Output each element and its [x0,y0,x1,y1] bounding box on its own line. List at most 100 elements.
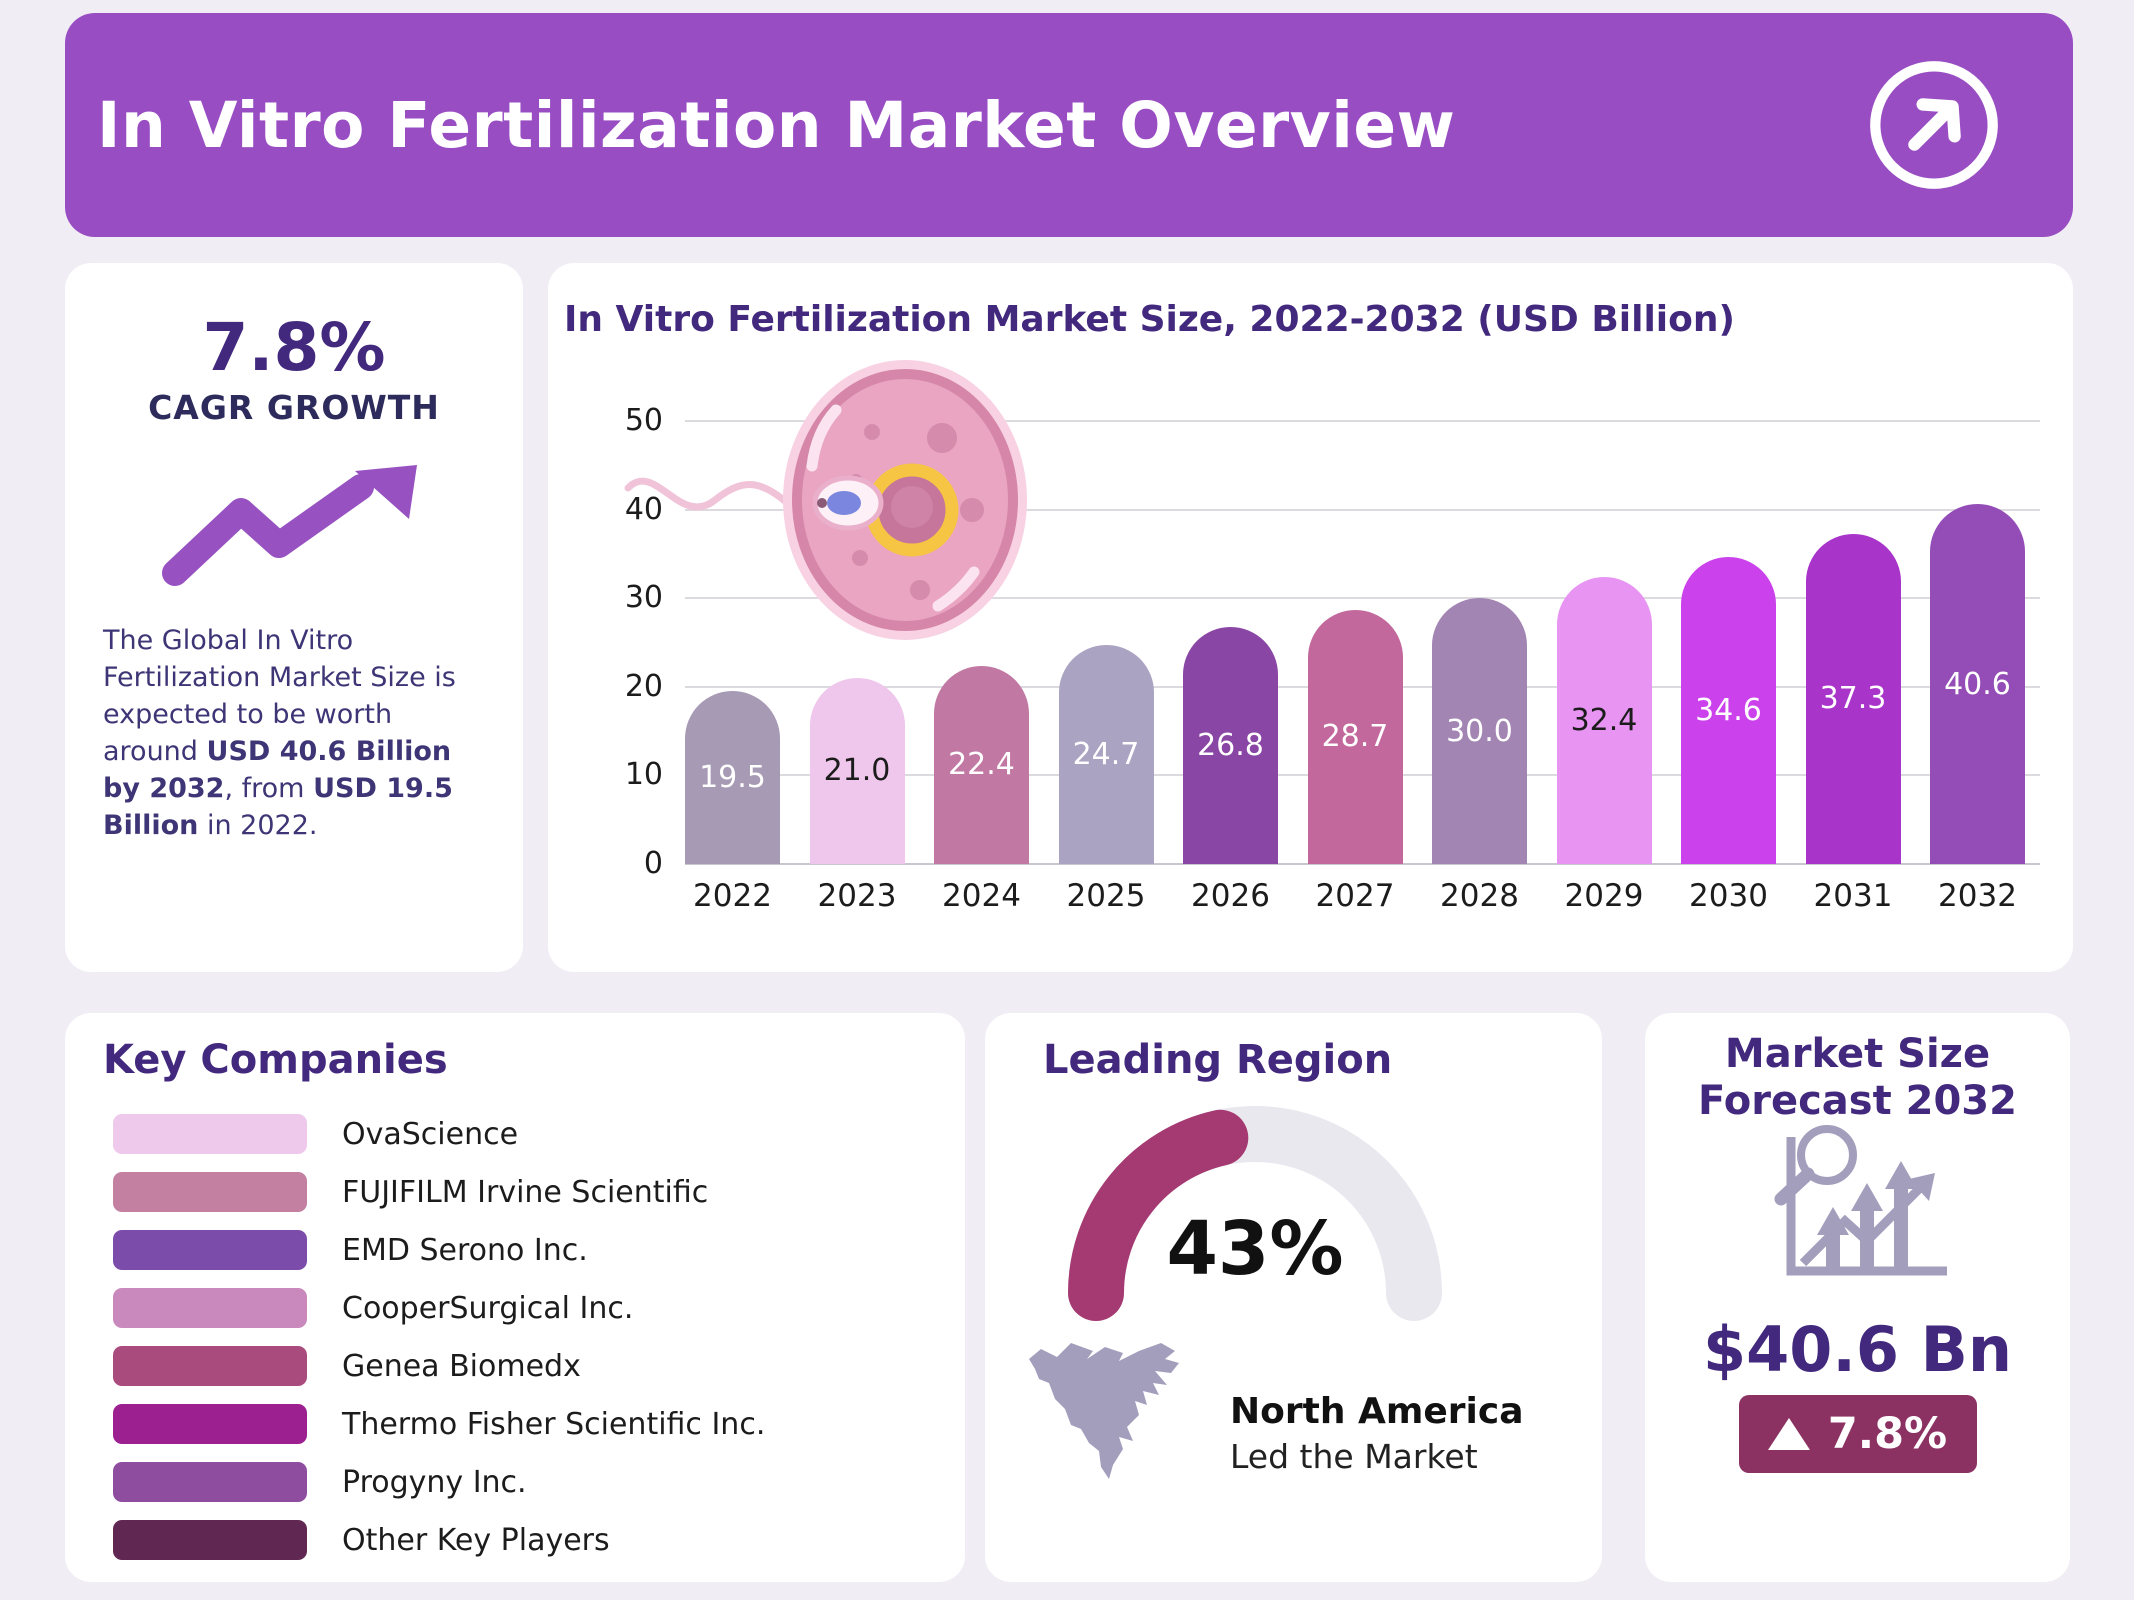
cagr-description-bold: USD 19.5 Billion [103,772,453,841]
gridline-40 [685,508,2040,511]
chart-bar-2029: 32.4 [1556,576,1652,864]
company-row: Thermo Fisher Scientific Inc. [113,1395,941,1453]
company-name: CooperSurgical Inc. [342,1290,634,1326]
up-triangle-icon [1767,1418,1810,1450]
leading-region-card: Leading Region 43% North America Led the… [985,1013,1602,1582]
y-tick-label: 40 [624,491,663,527]
x-tick-label: 2029 [1564,878,1644,914]
key-companies-card: Key Companies OvaScience FUJIFILM Irvine … [65,1013,965,1582]
bar-value-label: 40.6 [1944,666,2011,702]
bar-value-label: 37.3 [1819,681,1887,717]
bar-value-label: 30.0 [1446,713,1513,749]
company-name: Progyny Inc. [342,1464,527,1500]
y-tick-label: 0 [643,846,663,881]
leading-region-title: Leading Region [1043,1037,1393,1083]
company-name: Thermo Fisher Scientific Inc. [342,1406,766,1442]
cagr-description: The Global In Vitro Fertilization Market… [103,623,485,845]
egg-cell-and-sperm-illustration [624,360,1027,640]
company-color-swatch [113,1172,307,1212]
x-tick-label: 2024 [942,878,1021,914]
bar-value-label: 19.5 [699,760,766,796]
company-color-swatch [113,1520,307,1560]
gridline-50 [685,420,2040,422]
page-title: In Vitro Fertilization Market Overview [97,88,1456,162]
key-companies-list: OvaScience FUJIFILM Irvine Scientific EMD … [113,1105,941,1569]
chart-bar-2023: 21.0 [809,677,905,864]
gridline-0 [685,863,2040,865]
cagr-label: CAGR GROWTH [148,388,440,427]
x-tick-label: 2032 [1938,878,2017,914]
bar-value-label: 26.8 [1197,727,1264,763]
company-row: EMD Serono Inc. [113,1221,941,1279]
chart-bar-2022: 19.5 [685,691,780,864]
company-color-swatch [113,1288,307,1328]
x-tick-label: 2025 [1066,878,1146,914]
chart-bar-2024: 22.4 [934,665,1029,864]
growth-badge-value: 7.8% [1827,1409,1948,1459]
bar-value-label: 34.6 [1695,693,1762,729]
cagr-card: 7.8% CAGR GROWTH The Global In Vitro Fer… [65,263,523,972]
chart-plot: 0 10 20 30 40 50 19.5 2022 21.0 2023 22.4 2024 24.7 2… [625,403,2040,914]
company-name: EMD Serono Inc. [342,1232,588,1268]
bar-value-label: 24.7 [1072,737,1140,773]
cagr-value: 7.8% [202,309,386,386]
y-tick-label: 50 [624,403,663,438]
chart-bar-2027: 28.7 [1307,609,1403,864]
y-tick-label: 30 [624,580,663,616]
chart-title: In Vitro Fertilization Market Size, 2022… [564,299,1735,340]
growth-badge: 7.8% [1738,1395,1977,1473]
cagr-description-text: in 2022. [198,809,318,841]
arrow-up-right-circle-icon [1870,61,1998,189]
key-companies-title: Key Companies [103,1037,448,1083]
company-row: CooperSurgical Inc. [113,1279,941,1337]
cagr-description-bold: USD 40.6 Billion by 2032 [103,735,452,804]
chart-bar-2032: 40.6 [1930,504,2025,864]
company-row: Progyny Inc. [113,1453,941,1511]
leading-region-subtitle: Led the Market [1230,1437,1478,1476]
company-color-swatch [113,1346,307,1386]
company-row: Genea Biomedx [113,1337,941,1395]
header-banner: In Vitro Fertilization Market Overview [65,13,2073,237]
company-name: Genea Biomedx [342,1348,581,1384]
bar-value-label: 22.4 [948,747,1015,783]
magnifier-growth-chart-icon [1774,1125,1947,1276]
market-size-chart-card: In Vitro Fertilization Market Size, 2022… [548,263,2073,972]
x-tick-label: 2026 [1191,878,1270,914]
cagr-description-text: The Global In Vitro Fertilization Market… [103,625,456,767]
x-tick-label: 2022 [693,878,772,914]
chart-bar-2025: 24.7 [1058,645,1154,864]
company-color-swatch [113,1462,307,1502]
chart-bar-2030: 34.6 [1681,557,1776,864]
company-row: FUJIFILM Irvine Scientific [113,1163,941,1221]
forecast-value: $40.6 Bn [1702,1313,2013,1386]
x-tick-label: 2030 [1689,878,1768,914]
forecast-title: Market Size Forecast 2032 [1698,1031,2017,1125]
bar-value-label: 28.7 [1321,719,1389,755]
external-link-button[interactable] [1865,56,2003,194]
company-row: OvaScience [113,1105,941,1163]
company-color-swatch [113,1230,307,1270]
region-share-gauge: 43% [1068,1106,1442,1321]
north-america-map [1029,1343,1179,1479]
company-name: OvaScience [342,1116,519,1152]
chart-bar-2026: 26.8 [1183,626,1278,864]
company-color-swatch [113,1404,307,1444]
x-tick-label: 2028 [1440,878,1519,914]
growth-zigzag-arrow-icon [162,465,417,586]
gridline-30 [685,597,2040,600]
bar-value-label: 21.0 [823,753,891,789]
company-color-swatch [113,1114,307,1154]
bar-value-label: 32.4 [1570,702,1638,738]
company-name: Other Key Players [342,1522,610,1558]
gauge-arc [1068,1106,1442,1321]
cagr-description-text: , from [224,772,314,804]
region-share-percent: 43% [1166,1206,1344,1292]
x-tick-label: 2023 [817,878,897,914]
chart-bar-2028: 30.0 [1432,598,1527,864]
forecast-card: Market Size Forecast 2032 $40.6 Bn [1645,1013,2070,1582]
y-tick-label: 10 [624,757,663,793]
y-tick-label: 20 [624,668,663,704]
chart-bar-2031: 37.3 [1805,533,1901,864]
x-tick-label: 2031 [1813,878,1893,914]
